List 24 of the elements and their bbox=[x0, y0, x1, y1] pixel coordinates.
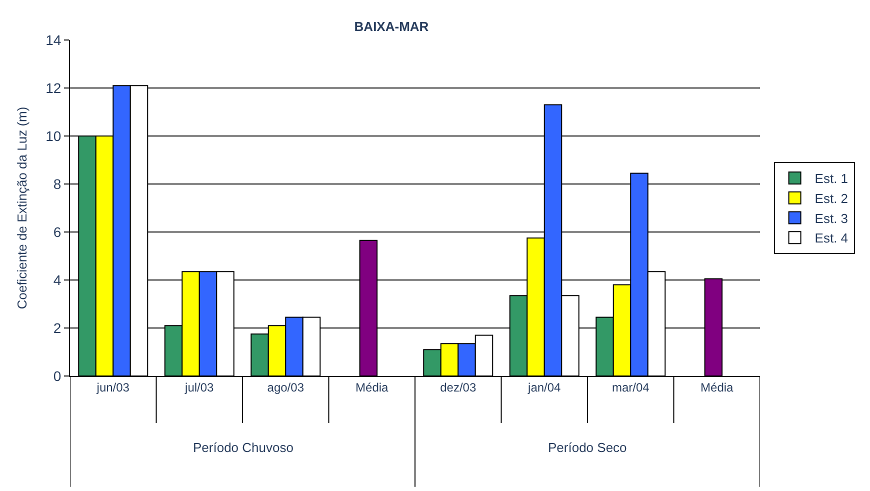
x-tick-label: jan/04 bbox=[527, 380, 562, 394]
y-tick-label: 12 bbox=[46, 80, 62, 96]
y-tick-label: 8 bbox=[53, 176, 62, 192]
y-tick-label: 14 bbox=[46, 32, 62, 48]
y-tick-label: 10 bbox=[46, 128, 62, 144]
legend-label: Est. 4 bbox=[814, 230, 848, 246]
text: Período Chuvoso bbox=[193, 440, 294, 455]
legend-label: Est. 2 bbox=[814, 190, 848, 206]
x-tick-label: Média bbox=[356, 380, 389, 394]
y-tick-label: 0 bbox=[53, 368, 62, 384]
chart-title: BAIXA-MAR bbox=[354, 19, 430, 34]
x-tick-label: Média bbox=[700, 380, 734, 394]
x-tick-label: dez/03 bbox=[440, 380, 476, 394]
legend-label: Est. 3 bbox=[814, 210, 848, 226]
y-tick-label: 6 bbox=[53, 224, 62, 240]
x-tick-label: mar/04 bbox=[612, 380, 650, 394]
legend-label: Est. 1 bbox=[814, 171, 848, 186]
x-tick-label: jun/03 bbox=[96, 380, 130, 394]
x-tick-label: jul/03 bbox=[184, 380, 214, 394]
x-tick-label: ago/03 bbox=[267, 380, 304, 394]
y-tick-label: 2 bbox=[53, 320, 62, 336]
y-axis-title: Coeficiente de Extinção da Luz (m) bbox=[14, 106, 30, 310]
y-tick-label: 4 bbox=[53, 272, 62, 288]
text: Período Seco bbox=[548, 440, 627, 455]
